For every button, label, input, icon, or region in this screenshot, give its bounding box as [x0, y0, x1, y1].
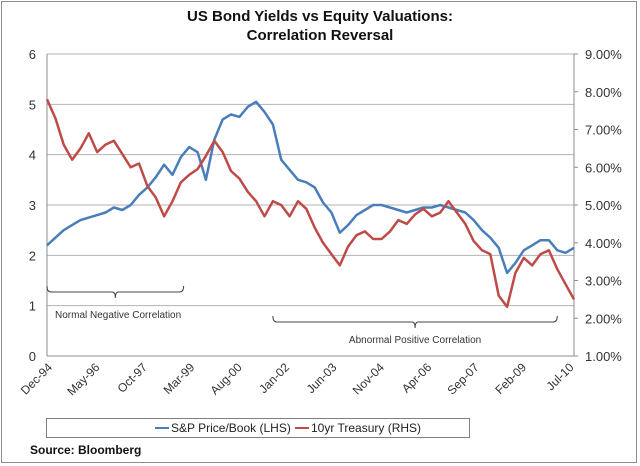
x-tick-label: Jan-02 [256, 360, 292, 396]
left-tick-label: 3 [29, 198, 36, 213]
right-tick-label: 5.00% [585, 198, 622, 213]
left-tick-label: 6 [29, 47, 36, 62]
legend-label-treasury: 10yr Treasury (RHS) [311, 421, 422, 435]
legend: S&P Price/Book (LHS) 10yr Treasury (RHS) [46, 418, 470, 438]
right-tick-label: 4.00% [585, 236, 622, 251]
left-tick-label: 0 [29, 349, 36, 364]
legend-item-sp-price-book: S&P Price/Book (LHS) [155, 421, 291, 435]
chart-title: US Bond Yields vs Equity Valuations: [187, 8, 453, 25]
source-note: Source: Bloomberg [30, 443, 142, 457]
right-tick-label: 3.00% [585, 274, 622, 289]
legend-swatch-sp [155, 427, 169, 429]
left-axis-ticks: 0 1 2 3 4 5 6 [29, 47, 36, 364]
right-tick-label: 9.00% [585, 47, 622, 62]
x-tick-label: Nov-04 [350, 360, 387, 397]
left-tick-label: 4 [29, 148, 36, 163]
series-line-10yr-treasury [45, 98, 576, 309]
left-tick-label: 2 [29, 248, 36, 263]
x-tick-label: Dec-94 [18, 360, 55, 397]
x-tick-label: Sep-07 [444, 360, 481, 397]
gridlines [47, 53, 574, 307]
x-tick-label: Oct-97 [115, 360, 151, 396]
right-axis-ticks: 1.00% 2.00% 3.00% 4.00% 5.00% 6.00% 7.00% 8.00%… [574, 47, 622, 364]
right-tick-label: 1.00% [585, 349, 622, 364]
right-tick-label: 2.00% [585, 311, 622, 326]
x-tick-label: Mar-99 [161, 360, 198, 397]
left-tick-label: 5 [29, 97, 36, 112]
series-line-sp-price-book [46, 100, 575, 275]
legend-swatch-treasury [295, 427, 309, 429]
series-lines [45, 98, 576, 309]
annotations: Normal Negative Correlation Abnormal Posi… [46, 285, 558, 346]
legend-label-sp: S&P Price/Book (LHS) [171, 421, 291, 435]
annotation-bracket [272, 315, 558, 329]
x-axis-ticks: Dec-94 May-96 Oct-97 Mar-99 Aug-00 Jan-02 Jun-… [18, 360, 577, 398]
right-tick-label: 8.00% [585, 85, 622, 100]
right-tick-label: 6.00% [585, 160, 622, 175]
annotation-label: Normal Negative Correlation [55, 310, 181, 321]
legend-item-10yr-treasury: 10yr Treasury (RHS) [295, 421, 421, 435]
right-tick-label: 7.00% [585, 123, 622, 138]
x-tick-label: Aug-00 [207, 360, 244, 397]
x-tick-label: Jul-10 [544, 360, 577, 393]
annotation-label: Abnormal Positive Correlation [349, 335, 481, 346]
left-tick-label: 1 [29, 299, 36, 314]
chart-subtitle: Correlation Reversal [246, 27, 394, 44]
annotation-bracket [46, 285, 185, 299]
x-tick-label: Apr-06 [399, 360, 435, 396]
x-tick-label: May-96 [64, 360, 102, 398]
x-tick-label: Feb-09 [492, 360, 529, 397]
x-tick-label: Jun-03 [304, 360, 340, 396]
